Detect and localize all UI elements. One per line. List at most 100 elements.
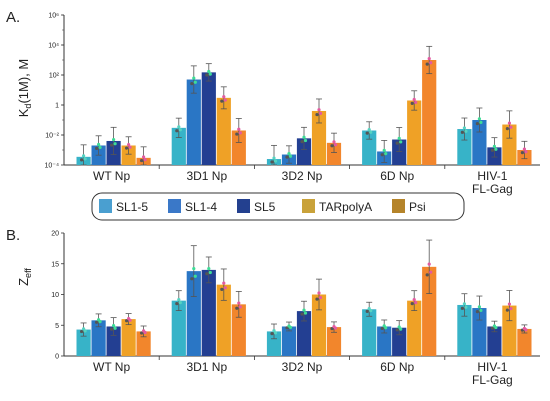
replicate-point (285, 155, 289, 159)
replicate-point (492, 144, 496, 148)
replicate-point (460, 306, 464, 310)
legend-label: SL1-5 (116, 200, 148, 214)
replicate-point (382, 324, 386, 328)
replicate-point (208, 72, 212, 76)
bar-sl1-5 (171, 127, 186, 165)
replicate-point (220, 287, 224, 291)
replicate-point (143, 158, 147, 162)
panel-a-label: A. (6, 9, 20, 26)
replicate-point (427, 262, 431, 266)
replicate-point (270, 160, 274, 164)
replicate-point (462, 302, 466, 306)
y-tick-label: 10² (49, 73, 60, 80)
replicate-point (380, 326, 384, 331)
legend-label: Psi (409, 200, 426, 214)
replicate-point (380, 153, 384, 157)
replicate-point (192, 76, 196, 80)
replicate-point (110, 327, 114, 331)
legend-label: SL5 (254, 200, 276, 214)
replicate-point (490, 148, 494, 152)
replicate-point (190, 277, 194, 281)
y-tick-label: 15 (51, 261, 59, 268)
replicate-point (237, 301, 241, 305)
replicate-point (142, 155, 146, 159)
replicate-point (140, 158, 144, 163)
replicate-point (82, 154, 86, 158)
bar-sl1-5 (457, 129, 472, 165)
bar-sl5 (296, 311, 312, 356)
replicate-point (235, 306, 239, 310)
replicate-point (223, 286, 227, 290)
replicate-point (80, 329, 84, 334)
x-category-label: HIV-1 (477, 360, 507, 374)
replicate-point (462, 126, 466, 130)
replicate-point (235, 132, 239, 136)
replicate-point (369, 130, 373, 134)
y-tick-label: 1 (55, 103, 59, 110)
replicate-point (332, 140, 336, 144)
replicate-point (112, 323, 116, 328)
replicate-point (395, 328, 399, 332)
replicate-point (98, 145, 102, 150)
bar-psi (231, 130, 246, 165)
replicate-point (492, 324, 496, 328)
x-category-label: HIV-1 (477, 169, 507, 183)
replicate-point (192, 266, 196, 271)
replicate-point (272, 156, 276, 160)
bar-psi (136, 331, 151, 356)
bar-sl1-5 (362, 309, 377, 356)
replicate-point (507, 302, 511, 306)
y-tick-label: 20 (51, 231, 59, 238)
bar-tarpolya (311, 294, 327, 356)
panel-b-label: B. (6, 227, 20, 244)
replicate-point (140, 331, 144, 335)
replicate-point (505, 127, 509, 131)
replicate-point (365, 131, 369, 135)
replicate-point (524, 150, 528, 154)
replicate-point (207, 267, 211, 271)
replicate-point (97, 318, 101, 322)
legend-swatch (302, 199, 315, 213)
replicate-point (414, 301, 418, 305)
y-tick-label: 0 (55, 354, 59, 361)
replicate-point (464, 129, 468, 133)
replicate-point (412, 298, 416, 302)
replicate-point (520, 151, 525, 155)
bar-tarpolya (502, 305, 517, 356)
replicate-point (300, 140, 304, 144)
replicate-point (193, 80, 197, 84)
panel-a-chart: A. Kd(1M), M 10⁻⁴ 10⁻² 1 10² 10⁴ 10⁶ WT Np 3D1 … (6, 9, 540, 196)
replicate-point (220, 99, 224, 103)
replicate-point (509, 306, 513, 311)
bar-sl1-4 (186, 79, 201, 165)
replicate-point (494, 147, 498, 151)
legend-box (91, 192, 465, 221)
y-tick-label: 10 (51, 292, 59, 299)
replicate-point (367, 306, 371, 311)
replicate-point (272, 329, 276, 333)
y-tick-label: 5 (55, 323, 59, 330)
replicate-point (479, 308, 483, 313)
replicate-point (238, 131, 242, 135)
bar-tarpolya (407, 300, 422, 356)
replicate-point (410, 302, 414, 306)
bar-sl1-4 (472, 308, 487, 356)
bar-sl1-4 (472, 120, 487, 165)
replicate-point (303, 138, 308, 143)
replicate-point (80, 158, 84, 162)
replicate-point (464, 305, 468, 309)
x-category-label: 3D1 Np (186, 360, 227, 374)
legend-label: SL1-4 (185, 200, 217, 214)
bar-sl5 (106, 326, 121, 356)
bar-sl1-5 (76, 329, 91, 356)
replicate-point (315, 297, 319, 301)
replicate-point (509, 125, 513, 129)
replicate-point (460, 130, 464, 134)
replicate-point (522, 326, 527, 331)
replicate-point (205, 73, 209, 77)
replicate-point (330, 144, 334, 148)
y-tick-label: 10⁻² (45, 133, 59, 140)
x-category-label: WT Np (93, 169, 130, 183)
bar-sl1-5 (362, 130, 377, 165)
